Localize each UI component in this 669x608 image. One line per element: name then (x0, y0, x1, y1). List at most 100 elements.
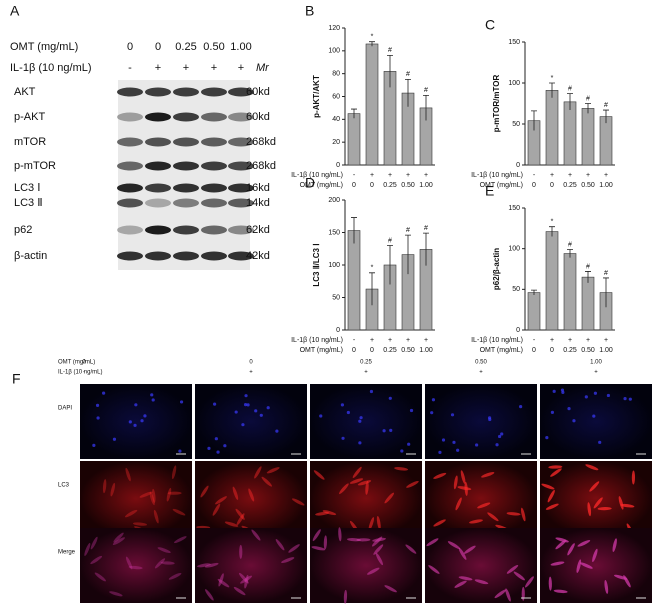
stain-label: DAPI (58, 406, 72, 412)
y-tick-label: 40 (332, 116, 340, 123)
x-tick-label: - (353, 337, 356, 344)
nucleus (340, 403, 345, 407)
cell (312, 529, 321, 542)
blot-background (118, 80, 250, 270)
nucleus (213, 402, 217, 406)
nucleus (409, 408, 414, 413)
cell (481, 471, 495, 478)
cell (153, 509, 159, 524)
cell (224, 521, 239, 527)
condition-value: 0 (127, 41, 133, 53)
micrograph (80, 528, 192, 603)
significance-mark: # (424, 87, 428, 94)
x-row-label: IL-1β (10 ng/mL) (291, 337, 343, 344)
cell (457, 486, 472, 491)
cell (453, 475, 458, 490)
blot-band (145, 251, 171, 261)
protein-label: β-actin (14, 250, 47, 262)
x-tick-label: 1.00 (419, 347, 433, 354)
nucleus (606, 393, 611, 398)
cell (433, 519, 446, 527)
panel-letter: C (485, 17, 495, 33)
error-bar (369, 272, 375, 306)
x-tick-label: + (568, 172, 572, 179)
cell (167, 491, 182, 495)
cell (248, 488, 255, 502)
cell (266, 467, 280, 474)
nucleus (567, 407, 571, 411)
y-tick-label: 150 (508, 205, 520, 212)
cell (174, 536, 187, 544)
significance-mark: * (371, 34, 374, 41)
cell (474, 579, 489, 585)
error-bar (567, 249, 573, 258)
y-tick-label: 100 (508, 246, 520, 253)
nucleus (234, 410, 238, 414)
nucleus (407, 442, 411, 446)
x-tick-label: 0 (550, 347, 554, 354)
blot-band (173, 137, 199, 147)
protein-label: p-mTOR (14, 160, 56, 172)
error-bar (351, 217, 357, 244)
significance-mark: # (604, 270, 608, 277)
blot-band (145, 198, 171, 208)
cell (550, 561, 565, 566)
cell (464, 481, 468, 496)
bar (527, 292, 541, 331)
cell (94, 572, 106, 582)
condition-label: OMT (mg/mL) (58, 360, 95, 366)
condition-label: IL-1β (10 ng/mL) (10, 62, 92, 74)
cell (458, 547, 467, 560)
blot-band (145, 161, 171, 171)
cell (218, 573, 224, 587)
condition-label: IL-1β (10 ng/mL) (58, 370, 102, 376)
cell (428, 565, 440, 574)
cell (288, 544, 300, 553)
blot-band (201, 112, 227, 122)
micrograph (195, 384, 307, 459)
error-bar (603, 109, 609, 124)
cell (154, 558, 166, 569)
blot-band (173, 251, 199, 261)
significance-mark: # (604, 102, 608, 109)
cell (133, 522, 147, 526)
y-tick-label: 20 (332, 139, 340, 146)
blot-band (173, 225, 199, 235)
cell (631, 470, 636, 485)
y-tick-label: 0 (516, 162, 520, 169)
y-tick-label: 120 (328, 25, 340, 32)
condition-value: - (83, 370, 85, 376)
significance-mark: * (551, 75, 554, 82)
bar (563, 101, 577, 166)
cell (292, 498, 305, 506)
blot-band (117, 251, 143, 261)
nucleus (244, 394, 248, 398)
cell (90, 555, 103, 565)
cell (343, 589, 348, 604)
nucleus (475, 443, 479, 447)
cell (384, 492, 395, 504)
y-tick-label: 0 (516, 327, 520, 334)
mw-label: 60kd (246, 111, 270, 123)
cell (455, 497, 462, 511)
bar (347, 113, 361, 166)
nucleus (266, 406, 270, 410)
x-tick-label: 0.25 (563, 347, 577, 354)
cell (204, 562, 219, 568)
nucleus (452, 440, 456, 444)
nucleus (456, 448, 460, 452)
blot-band (145, 87, 171, 97)
x-tick-label: 0 (370, 182, 374, 189)
blot-band (173, 112, 199, 122)
nucleus (214, 437, 218, 441)
cell (171, 465, 177, 480)
nucleus (112, 437, 117, 441)
cell (239, 544, 243, 559)
blot-band (173, 161, 199, 171)
cell (232, 486, 239, 500)
nucleus (438, 450, 442, 455)
x-tick-label: - (353, 172, 356, 179)
micrograph (425, 528, 537, 603)
condition-value: 1.00 (590, 360, 602, 366)
cell (548, 576, 552, 591)
